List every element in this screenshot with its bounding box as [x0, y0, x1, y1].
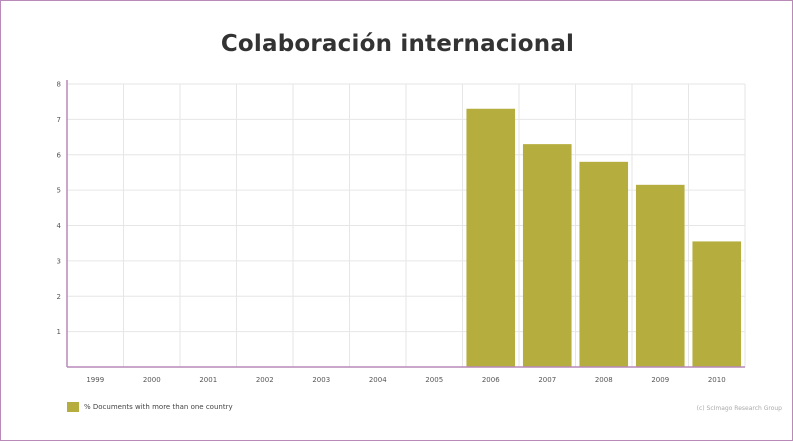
axes — [66, 80, 745, 368]
x-tick-label: 2005 — [425, 376, 443, 384]
bar — [522, 144, 572, 367]
credit-text: (c) ScImago Research Group — [696, 405, 782, 412]
x-tick-label: 1999 — [86, 376, 104, 384]
bar — [466, 108, 516, 367]
x-tick-label: 2010 — [708, 376, 726, 384]
y-tick-label: 5 — [57, 187, 61, 195]
legend-label: % Documents with more than one country — [84, 403, 233, 411]
bars — [466, 108, 742, 367]
y-tick-label: 6 — [57, 151, 62, 159]
y-tick-label: 3 — [57, 257, 61, 265]
x-tick-label: 2003 — [312, 376, 330, 384]
x-tick-label: 2007 — [538, 376, 556, 384]
y-tick-label: 8 — [57, 81, 61, 89]
y-tick-label: 2 — [57, 293, 61, 301]
x-tick-label: 2000 — [143, 376, 161, 384]
x-tick-label: 2004 — [369, 376, 387, 384]
y-tick-label: 1 — [57, 328, 61, 336]
x-tick-label: 2008 — [595, 376, 613, 384]
x-tick-label: 2009 — [651, 376, 669, 384]
y-tick-labels: 1 2 3 4 5 6 7 8 — [57, 81, 62, 337]
bar — [692, 241, 742, 367]
chart-title: Colaboración internacional — [220, 31, 575, 57]
y-tick-label: 4 — [57, 222, 62, 230]
legend-swatch — [67, 402, 79, 412]
legend: % Documents with more than one country — [67, 402, 233, 412]
x-tick-label: 2002 — [256, 376, 274, 384]
x-tick-label: 2006 — [482, 376, 500, 384]
y-tick-label: 7 — [57, 116, 61, 124]
bar — [579, 161, 629, 367]
x-tick-labels: 1999 2000 2001 2002 2003 2004 2005 2006 2007 2008… — [86, 376, 725, 384]
x-tick-label: 2001 — [199, 376, 217, 384]
bar — [635, 184, 685, 367]
